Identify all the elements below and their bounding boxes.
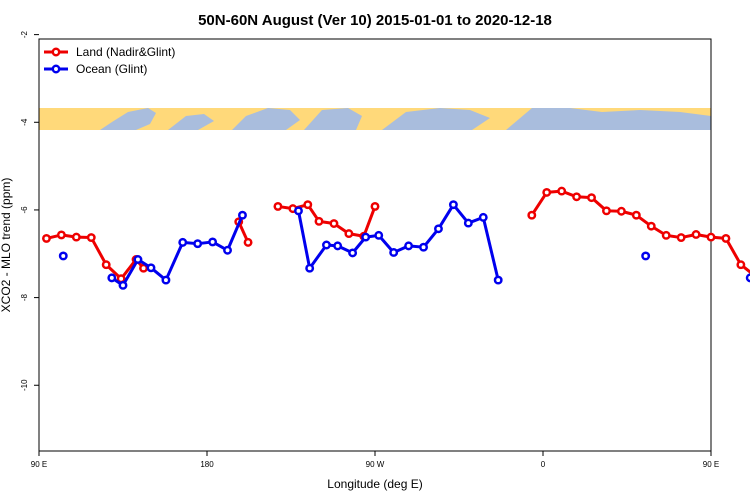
series-0-point-0-3 [86, 233, 96, 242]
series-0-point-0-4 [101, 260, 111, 270]
series-0-point-2-5 [344, 229, 354, 239]
map-landmass-3 [304, 108, 362, 130]
x-tick-label-4: 90 E [703, 460, 719, 469]
x-tick-label-3: 0 [541, 460, 546, 469]
series-0-point-3-3 [572, 192, 582, 202]
series-0-point-2-2 [303, 200, 313, 210]
y-tick-label-0: -2 [20, 31, 29, 39]
y-tick-label-4: -10 [20, 379, 29, 391]
y-axis: -2 -4 -6 -8 -10 [20, 31, 39, 391]
series-1-point-2-8 [404, 241, 414, 251]
series-0-point-3-11 [691, 230, 701, 239]
series-1-point-0-0 [58, 251, 68, 261]
series-0-point-0-0 [42, 233, 51, 243]
series-1-point-1-8 [223, 245, 232, 255]
series-1-point-1-4 [161, 275, 171, 285]
series-0-point-0-2 [71, 232, 81, 242]
map-landmass-1 [168, 114, 214, 130]
series-1-point-2-3 [333, 241, 343, 251]
map-landmass-5 [506, 108, 711, 130]
series-1-point-4-0 [745, 273, 750, 283]
series-1-point-2-5 [361, 232, 371, 242]
legend: Land (Nadir&Glint) Ocean (Glint) [44, 45, 175, 76]
series-1-point-1-6 [193, 239, 203, 249]
series-1-point-1-3 [146, 263, 156, 273]
series-1-point-2-11 [448, 200, 458, 210]
legend-land-label: Land (Nadir&Glint) [76, 45, 175, 59]
series-1-point-3-0 [641, 251, 651, 261]
x-tick-label-0: 90 E [31, 460, 47, 469]
series-1-point-2-14 [493, 275, 503, 285]
series-1-point-2-13 [478, 212, 488, 222]
x-axis-title: Longitude (deg E) [327, 477, 422, 491]
legend-land-marker [51, 47, 61, 57]
series-1-point-2-4 [348, 248, 358, 258]
series-1-point-1-0 [107, 273, 117, 283]
map-landmass-0 [100, 108, 156, 130]
series-1-point-1-7 [208, 237, 218, 247]
series-0-point-3-1 [542, 187, 552, 197]
series-1-point-2-2 [322, 240, 331, 250]
series-1-point-1-2 [133, 255, 143, 264]
series-0-point-3-0 [527, 210, 537, 220]
series-0-point-0-1 [56, 230, 66, 240]
x-tick-label-2: 90 W [366, 460, 385, 469]
series-1-point-2-10 [434, 224, 443, 234]
map-landmass-2 [232, 108, 300, 130]
series-0-point-2-3 [314, 216, 324, 226]
series-layer [42, 186, 750, 290]
world-map-band [39, 108, 711, 130]
series-0 [42, 186, 750, 284]
series-0-point-2-0 [273, 201, 283, 211]
series-1-point-2-0 [294, 206, 303, 216]
series-0-point-1-1 [243, 237, 253, 247]
series-0-point-3-8 [646, 221, 656, 231]
series-0-point-3-5 [602, 206, 611, 216]
y-axis-title: XCO2 - MLO trend (ppm) [0, 178, 13, 313]
x-tick-label-1: 180 [200, 460, 214, 469]
y-tick-label-3: -8 [20, 293, 29, 301]
y-tick-label-1: -4 [20, 118, 29, 126]
series-0-point-3-7 [631, 210, 641, 220]
plot-frame [38, 38, 712, 452]
series-0-point-3-2 [557, 186, 567, 196]
series-1-point-1-5 [178, 237, 188, 247]
series-1-point-2-6 [374, 230, 384, 240]
series-1-point-2-7 [389, 248, 399, 257]
map-landmass-4 [382, 108, 490, 130]
series-0-point-3-4 [587, 193, 596, 203]
chart-title: 50N-60N August (Ver 10) 2015-01-01 to 20… [198, 12, 552, 29]
series-1-point-2-9 [419, 242, 428, 252]
series-0-point-3-10 [676, 233, 686, 242]
legend-ocean-marker [51, 64, 61, 74]
series-0-point-3-13 [721, 233, 731, 243]
series-0-point-3-12 [706, 232, 716, 242]
series-1-point-2-12 [463, 218, 473, 228]
series-1-point-1-1 [118, 280, 128, 290]
series-1 [58, 200, 750, 290]
series-0-point-2-4 [329, 219, 339, 228]
series-0-point-2-7 [370, 201, 380, 211]
series-0-point-3-14 [736, 260, 746, 270]
series-0-point-3-6 [616, 206, 626, 216]
series-0-point-3-9 [661, 230, 671, 240]
x-axis: 90 E 180 90 W 0 90 E [31, 451, 719, 469]
series-1-line-1 [110, 214, 244, 287]
legend-ocean-label: Ocean (Glint) [76, 62, 147, 76]
y-tick-label-2: -6 [20, 206, 29, 214]
series-0-line-3 [530, 189, 750, 274]
series-1-point-2-1 [305, 263, 315, 273]
series-1-point-1-9 [238, 210, 247, 220]
